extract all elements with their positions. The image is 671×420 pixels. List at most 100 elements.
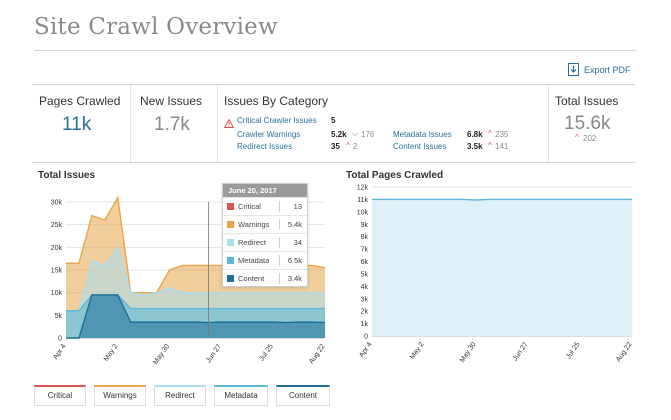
summary-divider: [548, 85, 549, 162]
content-issues-link[interactable]: Content Issues: [393, 142, 447, 151]
total-pages-crawled-chart[interactable]: 0 1k 2k 3k 4k 5k 6k 7k 8k 9k 10k 11k 12k Apr 4 May 2 Ma…: [330, 180, 670, 370]
redirect-issues-delta: 2: [353, 142, 358, 151]
crawler-warnings-link[interactable]: Crawler Warnings: [237, 130, 301, 139]
y-tick-label: 10k: [51, 290, 63, 297]
series-line-redirect: [66, 245, 325, 312]
tooltip-divider: [279, 219, 280, 230]
legend-item-content[interactable]: Content: [276, 385, 330, 406]
new-issues-card[interactable]: New Issues 1.7k: [131, 85, 217, 162]
x-tick-label: Aug 22: [308, 343, 327, 365]
tooltip-label: Warnings: [238, 220, 270, 229]
pages-crawled-value: 11k: [62, 114, 92, 135]
series-line-content: [66, 294, 326, 339]
y-tick-label: 12k: [357, 185, 369, 192]
x-tick-label: Jun 27: [512, 341, 530, 362]
y-tick-label: 5k: [361, 271, 369, 278]
trend-up-icon: ^: [488, 129, 492, 138]
y-tick-label: 10k: [357, 209, 369, 216]
content-issues-value: 3.5k: [467, 142, 483, 151]
y-tick-label: 15k: [51, 268, 63, 275]
tooltip-divider: [279, 237, 280, 248]
export-pdf-label: Export PDF: [584, 64, 631, 75]
summary-bar: Pages Crawled 11k New Issues 1.7k Issues…: [32, 84, 635, 163]
x-tick-label: May 2: [409, 341, 426, 361]
tooltip-value: 5.4k: [287, 220, 302, 229]
tooltip-divider: [279, 255, 280, 266]
metadata-issues-link[interactable]: Metadata Issues: [393, 130, 452, 139]
tooltip-swatch: [227, 203, 234, 210]
y-tick-label: 20k: [51, 245, 63, 252]
tooltip-row-content: Content 3.4k: [223, 269, 307, 287]
legend-item-warnings[interactable]: Warnings: [94, 385, 146, 406]
trend-down-icon: ⌵: [352, 129, 359, 138]
trend-up-icon: ^: [346, 141, 350, 150]
pages-crawled-card[interactable]: Pages Crawled 11k: [32, 85, 130, 162]
crawler-warnings-value: 5.2k: [331, 130, 347, 139]
export-pdf-icon: [568, 63, 579, 76]
x-tick-label: Jul 25: [258, 343, 275, 362]
legend-item-critical[interactable]: Critical: [34, 385, 86, 406]
y-tick-label: 5k: [55, 313, 63, 320]
y-tick-label: 3k: [361, 296, 369, 303]
tooltip-swatch: [227, 257, 234, 264]
x-tick-label: Apr 4: [358, 341, 373, 359]
export-pdf-button[interactable]: Export PDF: [568, 63, 631, 76]
y-tick-label: 0: [58, 336, 62, 343]
issues-by-category-card: Issues By Category Critical Crawler Issu…: [218, 85, 548, 162]
tooltip-label: Critical: [238, 202, 261, 211]
tooltip-date: June 20, 2017: [223, 184, 307, 197]
tooltip-value: 3.4k: [287, 274, 302, 283]
x-tick-label: May 2: [103, 343, 120, 363]
series-line-total-pages-crawled: [372, 198, 632, 201]
x-tick-label: May 30: [152, 343, 171, 366]
warning-triangle-icon: [223, 115, 235, 133]
total-issues-value: 15.6k: [564, 113, 611, 134]
y-tick-label: 30k: [51, 200, 63, 207]
metadata-issues-delta: 235: [495, 130, 509, 139]
y-tick-label: 6k: [361, 259, 369, 266]
series-area-content[interactable]: [66, 294, 325, 338]
y-tick-label: 25k: [51, 222, 63, 229]
legend-item-redirect[interactable]: Redirect: [154, 385, 206, 406]
tooltip-row-critical: Critical 13: [223, 197, 307, 215]
critical-crawler-issues-value: 5: [331, 116, 336, 125]
trend-up-icon: ^: [488, 141, 492, 150]
title-divider: [34, 50, 636, 51]
x-tick-label: Apr 4: [52, 343, 67, 361]
x-tick-label: Jun 27: [205, 343, 223, 364]
redirect-issues-value: 35: [331, 142, 340, 151]
legend-item-metadata[interactable]: Metadata: [214, 385, 268, 406]
content-issues-delta: 141: [495, 142, 509, 151]
total-issues-chart[interactable]: 0 5k 10k 15k 20k 25k 30k Apr 4 May 2 May 30 Jun 27…: [0, 180, 340, 370]
total-issues-card[interactable]: Total Issues 15.6k ^ 202: [549, 85, 635, 162]
series-area-total-pages-crawled[interactable]: [372, 199, 632, 336]
y-tick-label: 0: [364, 334, 368, 341]
total-issues-chart-title: Total Issues: [38, 170, 96, 181]
tooltip-divider: [279, 201, 280, 212]
y-tick-label: 9k: [361, 222, 369, 229]
x-tick-label: Aug 22: [615, 341, 634, 363]
y-tick-label: 1k: [361, 321, 369, 328]
pages-crawled-label: Pages Crawled: [39, 94, 121, 108]
tooltip-label: Redirect: [238, 238, 266, 247]
tooltip-label: Metadata: [238, 256, 270, 265]
crawler-warnings-delta: 176: [361, 130, 375, 139]
tooltip-value: 13: [293, 202, 302, 211]
tooltip-divider: [279, 273, 280, 284]
issues-by-category-label: Issues By Category: [224, 94, 329, 108]
metadata-issues-value: 6.8k: [467, 130, 483, 139]
critical-crawler-issues-link[interactable]: Critical Crawler Issues: [237, 116, 317, 125]
tooltip-swatch: [227, 275, 234, 282]
tooltip-label: Content: [238, 274, 265, 283]
total-issues-delta: 202: [583, 134, 597, 143]
page-title: Site Crawl Overview: [34, 14, 278, 40]
redirect-issues-link[interactable]: Redirect Issues: [237, 142, 293, 151]
y-tick-label: 4k: [361, 284, 369, 291]
tooltip-swatch: [227, 221, 234, 228]
tooltip-swatch: [227, 239, 234, 246]
new-issues-value: 1.7k: [154, 114, 190, 135]
x-tick-label: May 30: [459, 341, 478, 364]
total-issues-label: Total Issues: [555, 94, 619, 108]
summary-divider: [130, 85, 131, 162]
y-tick-label: 7k: [361, 247, 369, 254]
